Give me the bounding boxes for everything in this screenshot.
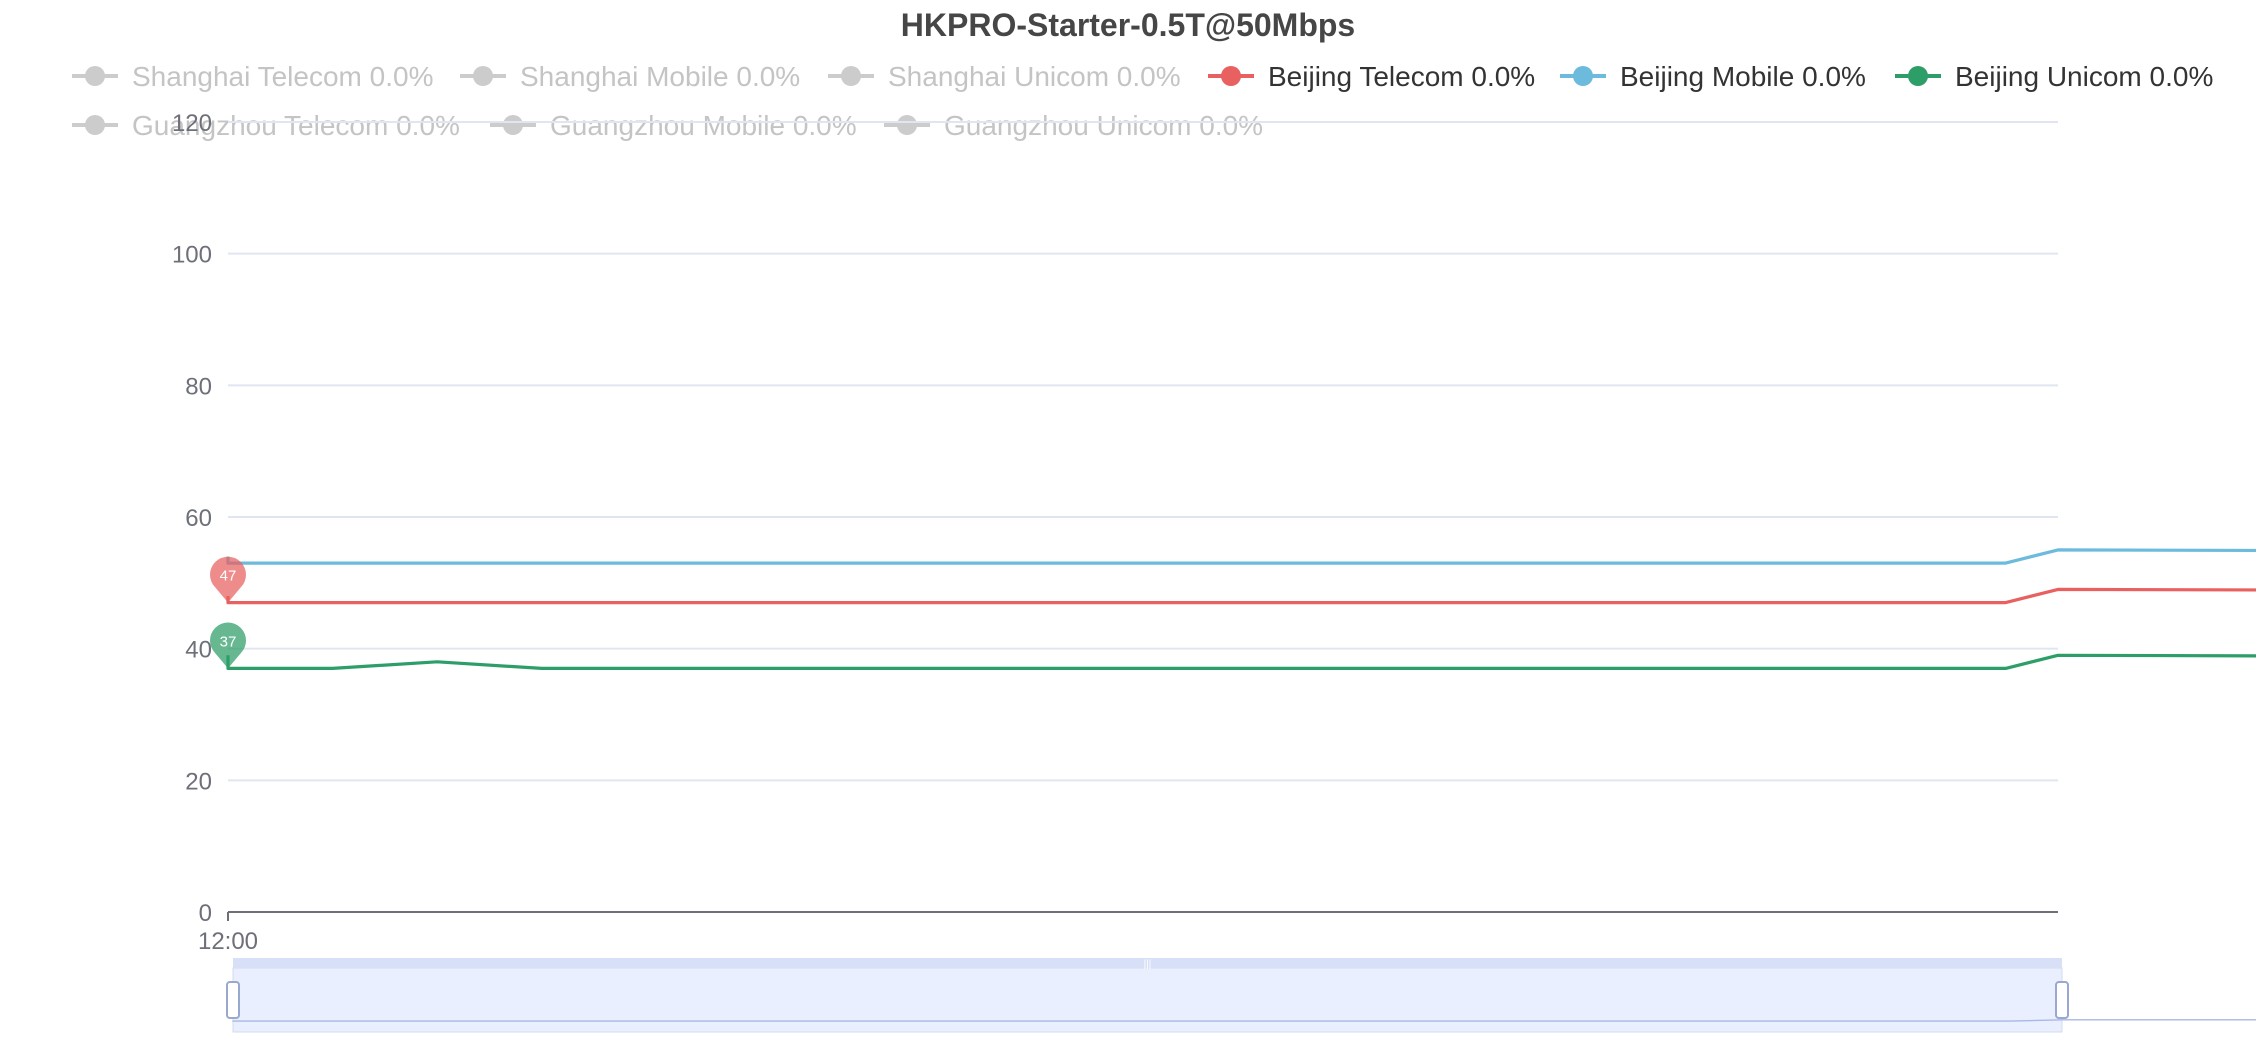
legend-label: Guangzhou Mobile 0.0% xyxy=(550,110,857,141)
data-zoom-slider[interactable]: ||| xyxy=(226,958,2256,1033)
legend-item[interactable]: Guangzhou Telecom 0.0% xyxy=(72,110,460,141)
legend-label: Shanghai Telecom 0.0% xyxy=(132,61,433,92)
y-tick-label: 100 xyxy=(172,242,212,269)
legend-dot-icon xyxy=(1573,66,1593,86)
legend-label: Shanghai Mobile 0.0% xyxy=(520,61,800,92)
zoom-handle-right[interactable] xyxy=(2055,981,2069,1019)
marker-label: 37 xyxy=(220,633,237,650)
legend-dot-icon xyxy=(1221,66,1241,86)
legend-dot-icon xyxy=(897,115,917,135)
legend-item[interactable]: Guangzhou Mobile 0.0% xyxy=(490,110,857,141)
legend-label: Beijing Mobile 0.0% xyxy=(1620,61,1866,92)
series-line-beijing-mobile xyxy=(226,548,2256,565)
series-lines xyxy=(226,548,2256,670)
marker-pin[interactable]: 47 xyxy=(210,556,246,603)
legend-item[interactable]: Beijing Mobile 0.0% xyxy=(1560,61,1866,92)
legend-item[interactable]: Guangzhou Unicom 0.0% xyxy=(884,110,1263,141)
marker-pin-icon xyxy=(210,556,246,603)
legend-item[interactable]: Shanghai Mobile 0.0% xyxy=(460,61,800,92)
zoom-grip-icon: ||| xyxy=(1144,959,1152,970)
zoom-handle-left[interactable] xyxy=(226,981,240,1019)
legend-label: Beijing Telecom 0.0% xyxy=(1268,61,1535,92)
series-line-beijing-telecom xyxy=(226,587,2256,605)
legend-dot-icon xyxy=(841,66,861,86)
zoom-preview-line xyxy=(232,1019,2256,1022)
grid xyxy=(228,121,2058,782)
legend-item[interactable]: Shanghai Unicom 0.0% xyxy=(828,61,1181,92)
legend-label: Guangzhou Unicom 0.0% xyxy=(944,110,1263,141)
legend-item[interactable]: Beijing Telecom 0.0% xyxy=(1208,61,1535,92)
y-tick-label: 60 xyxy=(185,505,212,532)
y-tick-label: 0 xyxy=(199,900,212,927)
x-tick-label: 12:00 xyxy=(198,928,258,955)
y-tick-label: 120 xyxy=(172,110,212,137)
legend-dot-icon xyxy=(473,66,493,86)
y-tick-label: 20 xyxy=(185,768,212,795)
legend-dot-icon xyxy=(85,66,105,86)
zoom-track[interactable] xyxy=(232,967,2063,1033)
chart-title: HKPRO-Starter-0.5T@50Mbps xyxy=(901,7,1355,43)
legend-item[interactable]: Shanghai Telecom 0.0% xyxy=(72,61,433,92)
legend-label: Guangzhou Telecom 0.0% xyxy=(132,110,460,141)
y-tick-label: 40 xyxy=(185,637,212,664)
y-axis: 0 20 40 60 80 100 120 xyxy=(172,110,212,927)
series-line-beijing-unicom xyxy=(226,653,2256,670)
legend-dot-icon xyxy=(1908,66,1928,86)
marker-pin-icon xyxy=(210,622,246,669)
legend-label: Beijing Unicom 0.0% xyxy=(1955,61,2213,92)
legend-item[interactable]: Beijing Unicom 0.0% xyxy=(1895,61,2213,92)
marker-pin[interactable]: 37 xyxy=(210,622,246,669)
legend-dot-icon xyxy=(85,115,105,135)
legend-dot-icon xyxy=(503,115,523,135)
legend-label: Shanghai Unicom 0.0% xyxy=(888,61,1181,92)
markers: 1124763528937 xyxy=(210,556,246,669)
legend: Shanghai Telecom 0.0% Shanghai Mobile 0.0… xyxy=(72,61,2213,141)
y-tick-label: 80 xyxy=(185,373,212,400)
marker-label: 47 xyxy=(220,568,237,585)
zoom-move-bar[interactable] xyxy=(233,958,2062,968)
